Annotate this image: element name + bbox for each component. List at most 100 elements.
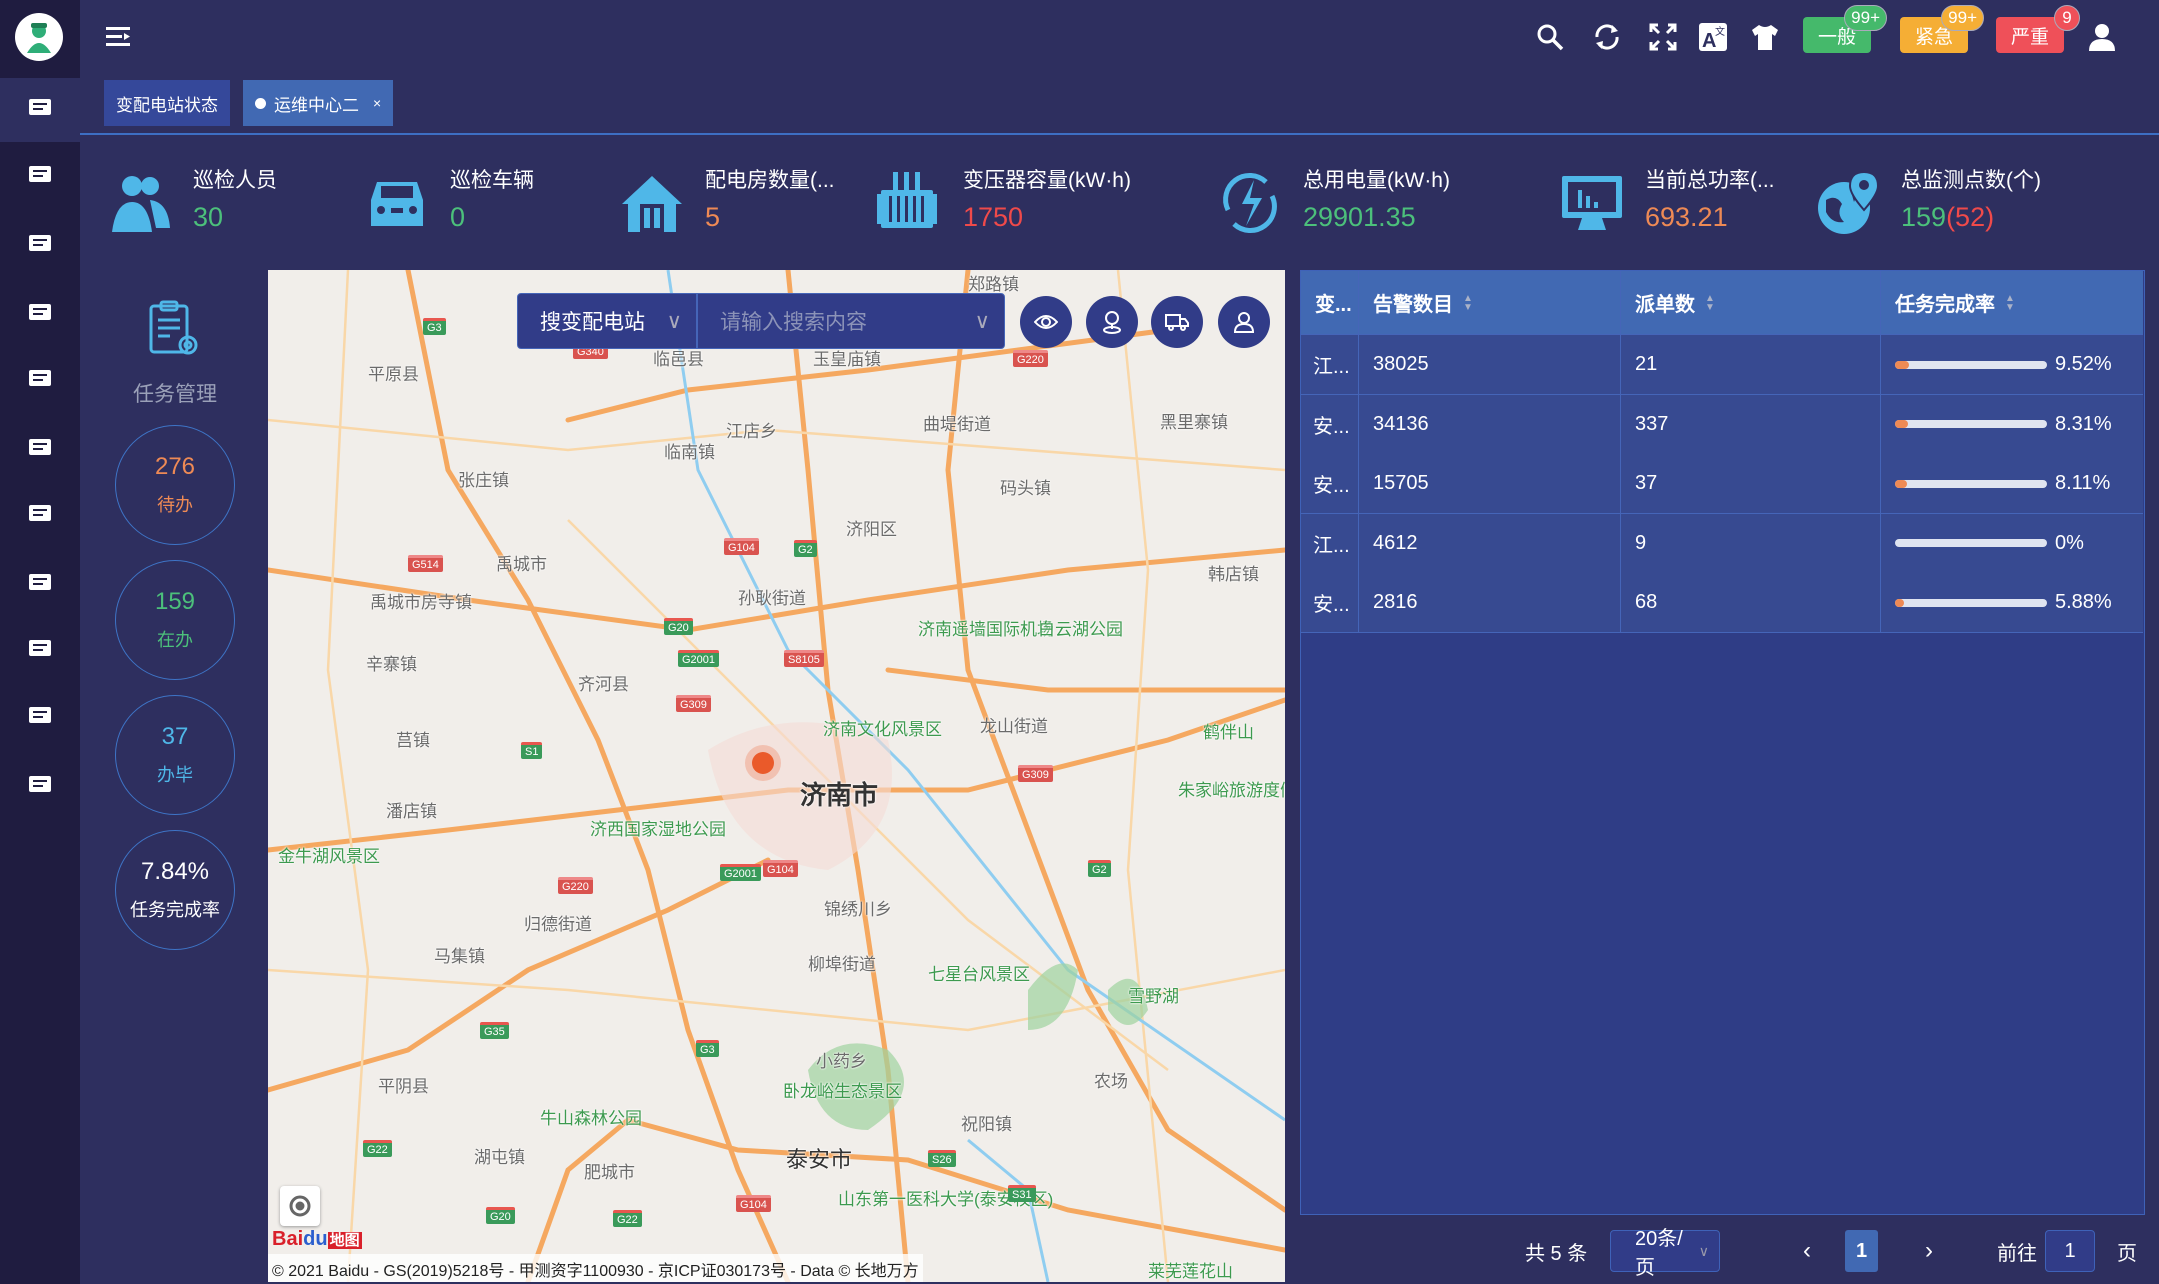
highway-shield: G2001: [720, 864, 762, 881]
alarm-count-badge: 99+: [1941, 5, 1984, 31]
map-place-label: 肥城市: [584, 1163, 635, 1182]
highway-shield: G3: [696, 1040, 719, 1057]
sidebar-item-4[interactable]: [0, 349, 80, 413]
truck-icon[interactable]: [1151, 296, 1203, 348]
logo: [15, 13, 63, 61]
chevron-down-icon: ∨: [666, 309, 682, 333]
camera-icon: [27, 502, 53, 531]
page-size-select[interactable]: 20条/页 ∨: [1610, 1228, 1720, 1279]
sidebar-item-3[interactable]: [0, 283, 80, 347]
sort-icon[interactable]: ▲ ▼: [1705, 292, 1715, 313]
alarm-level-button[interactable]: 一般 99+: [1803, 5, 1887, 53]
tab-close-button[interactable]: ×: [373, 95, 382, 111]
chart-area-icon: [27, 232, 53, 261]
user-icon[interactable]: [2087, 22, 2117, 52]
tab-ops-center-2[interactable]: 运维中心二 ×: [243, 80, 394, 126]
page-1-button[interactable]: 1: [1845, 1230, 1878, 1272]
map-place-label: 潘店镇: [386, 802, 437, 821]
columns-icon: [27, 704, 53, 733]
sort-icon[interactable]: ▲ ▼: [1463, 292, 1473, 313]
sidebar-item-5[interactable]: [0, 418, 80, 482]
table-header: 变... 告警数目 ▲ ▼ 派单数 ▲ ▼ 任务完成率 ▲ ▼: [1301, 271, 2143, 335]
alarm-level-button[interactable]: 严重 9: [1996, 5, 2080, 53]
highway-shield: S8105: [784, 650, 824, 667]
goto-page-input[interactable]: 1: [2045, 1230, 2095, 1272]
map-place-label: 济阳区: [846, 520, 897, 539]
report-icon: [27, 367, 53, 396]
next-page-button[interactable]: ›: [1925, 1237, 1933, 1264]
map[interactable]: 平原县 临邑县 玉皇庙镇 郑路镇 曲堤街道 江店乡 临南镇 黑里寨镇 张庄镇 码头镇 济阳区 禹城市禹…: [268, 270, 1285, 1282]
map-place-label: 黑里寨镇: [1160, 413, 1228, 432]
sort-icon[interactable]: ▲ ▼: [2005, 292, 2015, 313]
location-pin-icon[interactable]: [1086, 296, 1138, 348]
map-search-bar: 搜变配电站 ∨ 请输入搜索内容 ∨: [517, 293, 1005, 349]
map-place-label: 济南遥墙国际机场: [918, 620, 1054, 639]
sidebar-item-0[interactable]: [0, 78, 80, 142]
task-count: 37: [161, 723, 189, 750]
search-input[interactable]: 请输入搜索内容 ∨: [697, 293, 1005, 349]
progress-fill: [1895, 598, 1904, 607]
eye-icon[interactable]: [1020, 296, 1072, 348]
sidebar-item-7[interactable]: [0, 553, 80, 617]
sidebar-item-1[interactable]: [0, 145, 80, 209]
map-place-label: 平原县: [368, 365, 419, 384]
alarm-level-label: 严重: [2010, 26, 2049, 48]
task-stat-circle[interactable]: 7.84% 任务完成率: [115, 830, 235, 950]
bar-chart-icon: [27, 301, 53, 330]
substation-house-icon: [620, 170, 684, 236]
column-header[interactable]: 派单数 ▲ ▼: [1621, 271, 1881, 334]
map-place-label: 莒镇: [396, 731, 430, 750]
task-count: 276: [154, 453, 196, 480]
stat-label: 配电房数量(...: [705, 169, 835, 192]
map-place-label: 朱家峪旅游度假区: [1178, 781, 1285, 800]
task-label: 任务完成率: [130, 900, 220, 920]
table-row[interactable]: 安... 15705 37 8.11%: [1301, 454, 2143, 514]
map-place-label: 鹤伴山: [1203, 723, 1254, 742]
active-dot: [255, 97, 266, 109]
stat-value-main: 30: [193, 202, 224, 232]
table-row[interactable]: 安... 34136 337 8.31%: [1301, 394, 2143, 455]
highway-shield: G220: [1013, 350, 1048, 367]
alarm-level-button[interactable]: 紧急 99+: [1900, 5, 1984, 53]
sidebar-item-2[interactable]: [0, 214, 80, 278]
alarm-count-badge: 99+: [1844, 5, 1887, 31]
prev-page-button[interactable]: ‹: [1803, 1237, 1811, 1264]
fullscreen-icon[interactable]: [1648, 22, 1678, 52]
stat-value-secondary: (52): [1946, 202, 1995, 232]
tab-station-status[interactable]: 变配电站状态: [104, 80, 230, 126]
person-icon[interactable]: [1218, 296, 1270, 348]
rate-text: 8.31%: [2055, 412, 2112, 435]
sidebar-item-6[interactable]: [0, 484, 80, 548]
refresh-icon[interactable]: [1592, 22, 1622, 52]
task-stat-circle[interactable]: 37 办毕: [115, 695, 235, 815]
search-type-select[interactable]: 搜变配电站 ∨: [517, 293, 697, 349]
column-header[interactable]: 任务完成率 ▲ ▼: [1881, 271, 2143, 334]
sidebar-item-10[interactable]: [0, 755, 80, 819]
locate-button[interactable]: [280, 1186, 320, 1226]
task-stat-circle[interactable]: 159 在办: [115, 560, 235, 680]
progress-bar: [1895, 479, 2047, 488]
table-row[interactable]: 江... 38025 21 9.52%: [1301, 335, 2143, 395]
map-place-label: 金牛湖风景区: [278, 847, 380, 866]
map-place-label: 孙耿街道: [738, 589, 806, 608]
progress-bar: [1895, 539, 2047, 547]
highway-shield: G220: [558, 877, 593, 894]
task-stat-circle[interactable]: 276 待办: [115, 425, 235, 545]
menu-toggle-button[interactable]: [106, 26, 132, 48]
sidebar-item-8[interactable]: [0, 619, 80, 683]
search-icon[interactable]: [1535, 22, 1565, 52]
theme-shirt-icon[interactable]: [1750, 22, 1780, 52]
table-row[interactable]: 安... 2816 68 5.88%: [1301, 573, 2143, 633]
table-row[interactable]: 江... 4612 9 0%: [1301, 513, 2143, 574]
stat-value: 693.21: [1645, 202, 1728, 233]
cell-station: 江...: [1301, 335, 1359, 394]
highway-shield: G104: [763, 860, 798, 877]
sidebar-item-9[interactable]: [0, 686, 80, 750]
map-place-label: 白云湖公园: [1038, 620, 1123, 639]
column-header[interactable]: 告警数目 ▲ ▼: [1359, 271, 1621, 334]
map-place-label: 韩店镇: [1208, 565, 1259, 584]
station-marker[interactable]: [752, 752, 774, 774]
map-place-label: 莱芜莲花山: [1148, 1262, 1233, 1281]
stat-value: 1750: [963, 202, 1023, 233]
